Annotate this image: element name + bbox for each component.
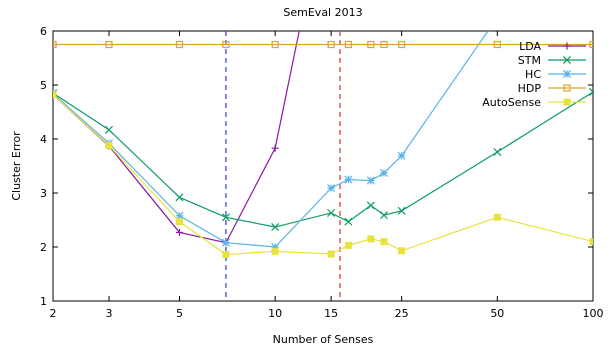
legend-entry: HDP [518, 82, 586, 95]
point-marker [344, 241, 352, 249]
x-tick-label: 5 [176, 307, 183, 320]
point-marker [271, 242, 280, 252]
point-marker [589, 40, 593, 49]
point-marker [271, 144, 279, 152]
point-marker [398, 40, 406, 49]
x-tick-label: 50 [490, 307, 504, 320]
point-marker [398, 247, 406, 255]
series-hc [53, 31, 489, 252]
point-marker [367, 40, 375, 49]
chart-title: SemEval 2013 [283, 6, 362, 19]
point-marker [563, 84, 571, 92]
point-marker [104, 125, 113, 134]
point-marker [366, 176, 375, 185]
point-marker [221, 238, 230, 247]
point-marker [344, 217, 353, 226]
series-line [53, 91, 593, 228]
point-marker [379, 168, 389, 178]
plot-frame [52, 30, 594, 302]
series-hdp [53, 40, 593, 49]
point-marker [588, 87, 593, 97]
point-marker [271, 40, 279, 49]
point-marker [53, 40, 57, 49]
y-tick-label: 1 [40, 295, 47, 308]
point-marker [175, 228, 184, 237]
point-marker [327, 184, 336, 193]
y-tick-label: 6 [40, 25, 47, 38]
point-marker [379, 211, 389, 220]
point-marker [493, 40, 501, 49]
legend-label: STM [518, 54, 541, 67]
x-tick-label: 3 [105, 307, 112, 320]
point-marker [493, 147, 502, 156]
point-marker [344, 40, 353, 49]
y-axis-label: Cluster Error [10, 131, 23, 201]
point-marker [105, 40, 113, 49]
y-tick-label: 5 [40, 79, 47, 92]
point-marker [563, 42, 571, 50]
legend-label: AutoSense [482, 96, 541, 109]
point-marker [563, 98, 571, 106]
point-marker [344, 175, 353, 184]
series-line [53, 31, 300, 244]
point-marker [271, 247, 279, 255]
point-marker [327, 40, 335, 49]
point-marker [562, 55, 572, 65]
x-tick-label: 15 [324, 307, 338, 320]
legend-entry: STM [518, 54, 586, 67]
legend-label: HDP [518, 82, 542, 95]
series-layer [53, 31, 593, 259]
legend-entry: HC [525, 68, 586, 81]
point-marker [380, 238, 388, 246]
y-tick-label: 2 [40, 241, 47, 254]
point-marker [222, 251, 230, 259]
legend-entry: AutoSense [482, 96, 586, 109]
series-line [53, 94, 593, 256]
point-marker [327, 208, 336, 218]
x-tick-label: 100 [583, 307, 604, 320]
legend-label: HC [525, 68, 541, 81]
x-tick-label: 2 [50, 307, 57, 320]
point-marker [380, 40, 388, 49]
point-marker [397, 206, 406, 215]
point-marker [222, 40, 230, 49]
point-marker [397, 151, 406, 160]
point-marker [366, 201, 375, 210]
series-lda [53, 31, 300, 247]
point-marker [175, 193, 184, 202]
point-marker [175, 211, 184, 220]
series-line [53, 31, 489, 248]
legend-entry: LDA [519, 40, 586, 53]
y-tick-label: 4 [40, 133, 47, 146]
point-marker [271, 222, 280, 232]
point-marker [562, 69, 572, 79]
x-tick-label: 10 [268, 307, 282, 320]
point-marker [367, 235, 375, 243]
point-marker [175, 218, 183, 226]
reference-lines [225, 31, 341, 301]
x-axis-label: Number of Senses [273, 333, 374, 346]
point-marker [105, 141, 113, 149]
point-marker [327, 250, 335, 258]
legend-label: LDA [519, 40, 541, 53]
series-autosense [53, 91, 593, 259]
y-tick-label: 3 [40, 187, 47, 200]
series-stm [53, 87, 593, 232]
point-marker [589, 238, 593, 246]
point-marker [175, 40, 184, 49]
point-marker [221, 213, 230, 222]
point-marker [493, 213, 501, 221]
point-marker [53, 91, 57, 99]
x-tick-label: 25 [395, 307, 409, 320]
